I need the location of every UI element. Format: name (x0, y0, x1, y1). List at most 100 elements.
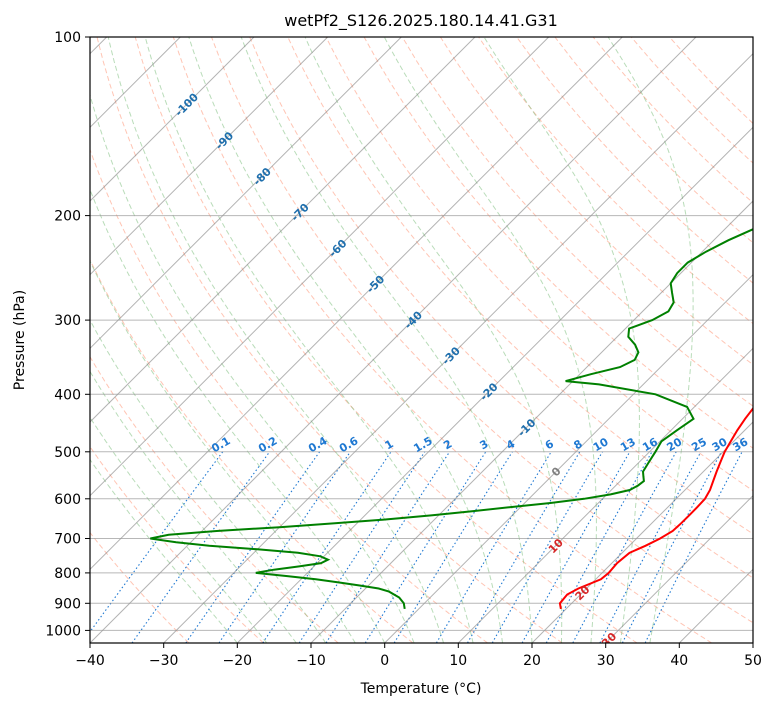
y-tick-label: 600 (54, 492, 81, 508)
moist-adiabat-line (90, 416, 268, 643)
dry-adiabat-line (325, 37, 753, 492)
mixing-ratio-line (364, 451, 487, 643)
isotherm-line (605, 494, 753, 643)
plot-area: 0.1 0.2 0.4 0.6 1 1.5 2 3 4 6 8 10 13 16 20 25 30 36-100-… (90, 37, 753, 697)
dry-adiabat-line (90, 531, 190, 643)
mixing-ratio-line (599, 451, 702, 643)
dry-adiabat-line (90, 445, 264, 643)
moist-adiabat-line (383, 37, 597, 643)
mixing-ratio-line (131, 451, 271, 643)
moist-adiabat-line (607, 37, 694, 643)
x-tick-label: −20 (223, 653, 253, 669)
mixing-ratio-line (572, 451, 677, 643)
dry-adiabat-line (478, 37, 753, 325)
y-tick-label: 1000 (45, 623, 81, 639)
temperature-line (558, 406, 753, 610)
dry-adiabat-line (96, 37, 563, 643)
profile-series (150, 228, 753, 610)
isotherm-line (457, 347, 753, 643)
dry-adiabat-line (249, 37, 753, 579)
mixing-ratio-label: 6 (543, 437, 556, 452)
moist-adiabat-line (107, 37, 445, 643)
isotherm-line (90, 37, 697, 643)
mixing-ratio-label: 2 (441, 437, 454, 452)
y-axis: 100 200 300 400 500 600 700 800 900 1000 (45, 30, 90, 639)
isotherm-line (90, 37, 623, 571)
isotherm-label: 40 (626, 677, 646, 697)
pressure-grid (90, 37, 753, 631)
dry-adiabat-line (90, 355, 339, 643)
x-tick-label: 0 (380, 653, 389, 669)
x-tick-label: 30 (597, 653, 615, 669)
isotherm-grid (90, 37, 753, 643)
mixing-ratio-line (435, 451, 552, 643)
dry-adiabat-line (90, 258, 414, 643)
x-tick-label: −10 (296, 653, 326, 669)
mixing-ratio-line (262, 451, 392, 643)
isotherm-line (384, 273, 753, 643)
isotherm-line (90, 37, 476, 423)
x-axis: −40 −30 −20 −10 0 10 20 30 40 50 (75, 643, 762, 669)
x-tick-label: 50 (744, 653, 762, 669)
moist-adiabat-line (90, 188, 386, 643)
mixing-ratio-line (218, 451, 351, 643)
y-tick-label: 800 (54, 566, 81, 582)
x-tick-label: 20 (523, 653, 541, 669)
y-tick-label: 300 (54, 313, 81, 329)
dry-adiabat-line (90, 148, 488, 643)
y-tick-label: 700 (54, 532, 81, 548)
x-tick-label: 40 (670, 653, 688, 669)
isotherm-line (90, 37, 255, 202)
dry-adiabat-line (592, 37, 753, 204)
isotherm-line (90, 37, 402, 350)
y-tick-label: 100 (54, 30, 81, 46)
dry-adiabat-line (211, 37, 753, 624)
moist-adiabat-line (188, 37, 503, 643)
moist-adiabat-line (304, 37, 563, 643)
dry-adiabat-line (439, 37, 753, 366)
dry-adiabat-line (134, 37, 638, 643)
moist-adiabat-line (90, 319, 327, 643)
dry-adiabat-line (554, 37, 753, 244)
mixing-ratio-line (90, 451, 224, 633)
dry-adiabat-line (172, 37, 712, 643)
chart-title: wetPf2_S126.2025.180.14.41.G31 (284, 11, 558, 31)
isotherm-label: -100 (172, 90, 201, 119)
x-axis-label: Temperature (°C) (360, 681, 482, 697)
isotherm-line (90, 37, 550, 497)
x-tick-label: −40 (75, 653, 105, 669)
mixing-ratio-label: 4 (504, 437, 517, 452)
y-tick-label: 900 (54, 596, 81, 612)
dewpoint-line (150, 228, 753, 610)
mixing-ratio-label: 1 (383, 437, 396, 452)
plot-frame (89, 36, 754, 644)
isotherm-line (163, 52, 753, 643)
y-tick-label: 400 (54, 387, 81, 403)
dry-adiabat-line (516, 37, 753, 284)
mixing-ratio-line (325, 451, 451, 643)
moist-adiabat-line (483, 37, 640, 643)
x-tick-label: −30 (149, 653, 179, 669)
x-tick-label: 10 (449, 653, 467, 669)
y-tick-label: 200 (54, 209, 81, 225)
mixing-ratio-line (644, 451, 743, 643)
dry-adiabat-line (363, 37, 753, 449)
isotherm-line (531, 421, 753, 643)
isotherm-line (678, 568, 753, 643)
moist-adiabat-line (240, 37, 533, 643)
isotherm-line (752, 642, 753, 643)
isotherm-line (236, 126, 753, 643)
mixing-ratio-line (298, 451, 426, 643)
isotherm-line (310, 200, 753, 643)
mixing-ratio-line (185, 451, 321, 643)
dry-adiabat-line (401, 37, 753, 407)
dry-adiabat-line (669, 37, 753, 125)
isotherm-line (90, 37, 329, 276)
dry-adiabats (90, 37, 753, 643)
mixing-ratio-line (545, 451, 653, 643)
isotherm-label: -80 (251, 165, 274, 188)
moist-adiabat-line (90, 259, 356, 643)
y-axis-label: Pressure (hPa) (12, 290, 28, 390)
moist-adiabat-line (90, 458, 238, 643)
